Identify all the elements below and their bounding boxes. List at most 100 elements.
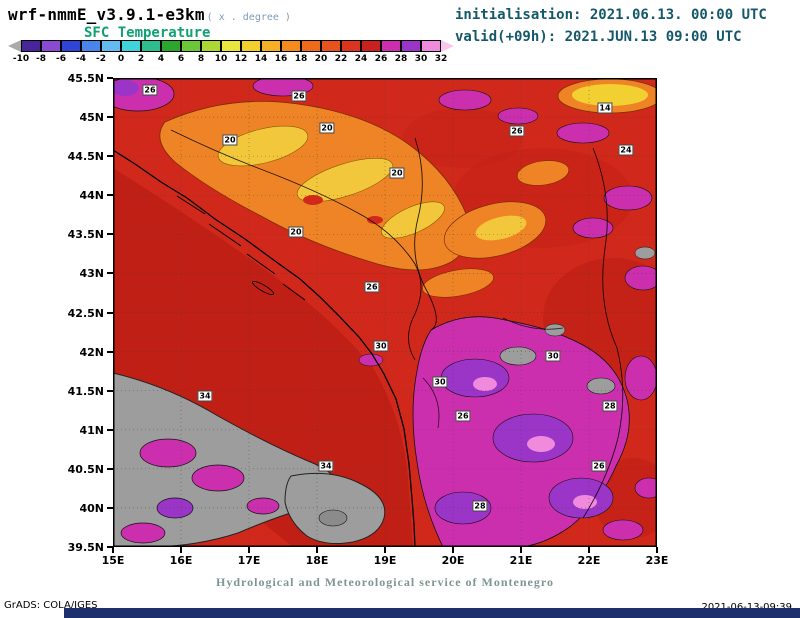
contour-value-label: 34 bbox=[318, 460, 334, 472]
latitude-tickmark bbox=[107, 155, 113, 158]
colorbar-segment bbox=[201, 40, 221, 52]
longitude-tickmark bbox=[316, 547, 318, 553]
hot-magenta-patches-north bbox=[113, 78, 657, 367]
colorbar-tick-label: 0 bbox=[117, 54, 125, 64]
longitude-tick-label: 19E bbox=[373, 554, 397, 567]
latitude-tick-label: 42N bbox=[79, 345, 104, 359]
colorbar-overflow-arrow-icon bbox=[441, 40, 454, 52]
colorbar-tick-label: -8 bbox=[36, 54, 46, 64]
longitude-tick-label: 17E bbox=[237, 554, 261, 567]
colorbar-segment bbox=[301, 40, 321, 52]
contour-value-label: 20 bbox=[222, 134, 238, 146]
coastline bbox=[113, 149, 416, 547]
latitude-tick-label: 41N bbox=[79, 423, 104, 437]
colorbar-tick-label: 14 bbox=[254, 54, 268, 64]
latitude-tick-label: 43.5N bbox=[67, 228, 104, 242]
contour-value-label: 26 bbox=[591, 460, 607, 472]
service-caption: Hydrological and Meteorological service … bbox=[216, 575, 554, 589]
latitude-tickmark bbox=[107, 272, 113, 275]
colorbar-segment bbox=[401, 40, 421, 52]
model-units: ( x . degree ) bbox=[206, 12, 291, 23]
colorbar-segment bbox=[141, 40, 161, 52]
longitude-tickmark bbox=[180, 547, 182, 553]
contour-labels: 26 26 20 20 14 24 26 20 20 26 30 30 30 26 28 26 34 34 28 bbox=[113, 78, 657, 547]
longitude-tick-label: 15E bbox=[101, 554, 125, 567]
latitude-tickmark bbox=[107, 389, 113, 392]
cool-yellow-spot-northeast bbox=[557, 78, 657, 114]
contour-value-label: 30 bbox=[373, 340, 389, 352]
latitude-tickmark bbox=[107, 116, 113, 119]
contour-value-label: 20 bbox=[319, 122, 335, 134]
grads-credit: GrADS: COLA/IGES bbox=[4, 600, 98, 611]
longitude-tickmark bbox=[248, 547, 250, 553]
contour-value-label: 14 bbox=[597, 102, 613, 114]
latitude-tickmark bbox=[107, 77, 113, 79]
latitude-tickmark bbox=[107, 350, 113, 353]
colorbar-segment bbox=[261, 40, 281, 52]
contour-value-label: 28 bbox=[602, 400, 618, 412]
longitude-tick-label: 18E bbox=[305, 554, 329, 567]
colorbar-tick-label: 30 bbox=[414, 54, 428, 64]
colorbar-tick-label: 22 bbox=[334, 54, 348, 64]
longitude-axis: 15E 16E 17E 18E 19E 20E 21E 22E 23E bbox=[102, 547, 668, 569]
longitude-tick-label: 16E bbox=[169, 554, 193, 567]
contour-value-label: 26 bbox=[291, 90, 307, 102]
window-edge-strip bbox=[64, 608, 800, 618]
longitude-tickmark bbox=[588, 547, 590, 553]
temperature-map-svg bbox=[113, 78, 657, 547]
contour-value-label: 24 bbox=[618, 144, 634, 156]
colorbar-segment bbox=[81, 40, 101, 52]
colorbar-segment bbox=[181, 40, 201, 52]
longitude-tickmark bbox=[384, 547, 386, 553]
model-title: wrf-nmmE_v3.9.1-e3km bbox=[8, 5, 205, 24]
colorbar-segments bbox=[21, 40, 441, 52]
colorbar-tick-label: 12 bbox=[234, 54, 248, 64]
contour-value-label: 20 bbox=[288, 226, 304, 238]
latitude-tickmark bbox=[107, 428, 113, 431]
latitude-tick-label: 45N bbox=[79, 111, 104, 125]
colorbar-underflow-arrow-icon bbox=[8, 40, 21, 52]
latitude-tickmark bbox=[107, 546, 113, 548]
latitude-tickmark bbox=[107, 311, 113, 314]
field-label: SFC Temperature bbox=[84, 25, 211, 41]
colorbar-tick-label: 24 bbox=[354, 54, 368, 64]
latitude-tick-label: 44N bbox=[79, 189, 104, 203]
colorbar-segment bbox=[241, 40, 261, 52]
latitude-tick-label: 40.5N bbox=[67, 462, 104, 476]
colorbar-tick-label: -6 bbox=[56, 54, 66, 64]
hot-magenta-complex-southeast bbox=[412, 316, 657, 547]
colorbar-tick-label: 18 bbox=[294, 54, 308, 64]
contour-value-label: 26 bbox=[509, 125, 525, 137]
temperature-colorbar: -10 -8 -6 -4 -2 0 2 4 6 8 10 12 14 16 18 20 22 24 26 28 30 32 bbox=[8, 40, 458, 70]
map-area: 26 26 20 20 14 24 26 20 20 26 30 30 30 26 28 26 34 34 28 bbox=[113, 78, 657, 547]
colorbar-row bbox=[8, 40, 458, 52]
contour-value-label: 26 bbox=[455, 410, 471, 422]
longitude-tick-label: 20E bbox=[441, 554, 465, 567]
colorbar-segment bbox=[61, 40, 81, 52]
colorbar-tick-label: 16 bbox=[274, 54, 288, 64]
contour-value-label: 30 bbox=[432, 376, 448, 388]
country-borders bbox=[170, 129, 624, 519]
colorbar-segment bbox=[361, 40, 381, 52]
latitude-tickmark bbox=[107, 467, 113, 470]
latitude-tickmark bbox=[107, 506, 113, 509]
colorbar-tick-label: -2 bbox=[96, 54, 106, 64]
latitude-tick-label: 39.5N bbox=[67, 541, 104, 554]
colorbar-tick-label: -4 bbox=[76, 54, 86, 64]
colorbar-segment bbox=[321, 40, 341, 52]
longitude-tickmark bbox=[656, 547, 658, 553]
longitude-tickmark bbox=[520, 547, 522, 553]
model-title-row: wrf-nmmE_v3.9.1-e3km ( x . degree ) bbox=[8, 5, 291, 24]
colorbar-tick-label: 8 bbox=[197, 54, 205, 64]
colorbar-segment bbox=[341, 40, 361, 52]
contour-value-label: 30 bbox=[545, 350, 561, 362]
colorbar-segment bbox=[101, 40, 121, 52]
contour-value-label: 26 bbox=[364, 281, 380, 293]
longitude-tick-label: 23E bbox=[645, 554, 669, 567]
latitude-tick-label: 43N bbox=[79, 267, 104, 281]
colorbar-tick-label: 10 bbox=[214, 54, 228, 64]
latitude-tick-label: 44.5N bbox=[67, 150, 104, 164]
colorbar-segment bbox=[41, 40, 61, 52]
colorbar-tick-label: 26 bbox=[374, 54, 388, 64]
